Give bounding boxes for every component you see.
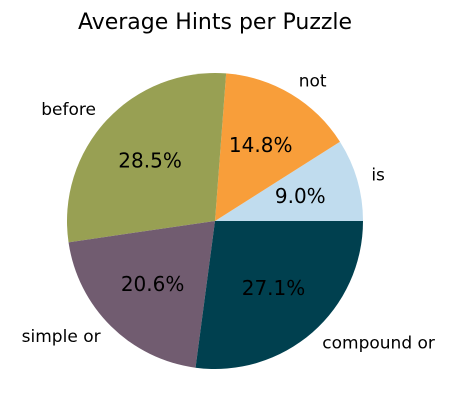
slice-value-not: 14.8% <box>229 133 293 157</box>
slice-label-compound-or: compound or <box>322 333 435 353</box>
slice-value-compound-or: 27.1% <box>242 276 306 300</box>
slice-value-is: 9.0% <box>275 184 326 208</box>
pie-slice-compound-or <box>195 221 363 369</box>
slice-label-is: is <box>371 166 385 186</box>
slice-label-simple-or: simple or <box>22 327 101 347</box>
pie-slices <box>66 73 363 369</box>
slice-value-before: 28.5% <box>118 148 182 172</box>
slice-label-not: not <box>299 71 327 91</box>
pie-labels: is 9.0% not 14.8% before 28.5% simple or 20.6% c… <box>22 71 435 353</box>
pie-slice-not <box>215 73 340 221</box>
pie-slice-is <box>215 141 363 221</box>
pie-slice-before <box>66 73 227 243</box>
pie-slice-simple-or <box>68 221 216 368</box>
slice-label-before: before <box>41 100 96 120</box>
slice-value-simple-or: 20.6% <box>121 272 185 296</box>
chart-title: Average Hints per Puzzle <box>78 10 352 35</box>
